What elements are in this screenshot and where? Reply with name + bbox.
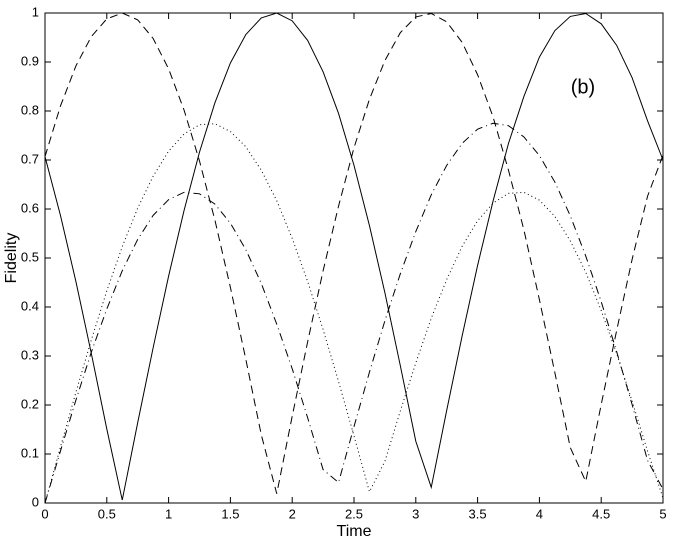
x-tick-label: 3.5 — [469, 506, 487, 521]
x-tick-label: 0.5 — [98, 506, 116, 521]
x-tick-label: 3 — [412, 506, 419, 521]
y-tick-label: 0.2 — [21, 396, 39, 411]
y-axis-label: Fidelity — [3, 233, 20, 284]
y-tick-label: 0.3 — [21, 347, 39, 362]
series-line — [44, 12, 664, 501]
x-tick-label: 1 — [165, 506, 172, 521]
y-tick-label: 0.1 — [21, 445, 39, 460]
x-axis-label: Time — [337, 523, 372, 540]
y-tick-label: 0.4 — [21, 298, 39, 313]
annotation: (b) — [571, 76, 595, 98]
y-tick-label: 0 — [32, 494, 39, 509]
x-tick-label: 1.5 — [221, 506, 239, 521]
x-tick-label: 4.5 — [592, 506, 610, 521]
x-tick-label: 0 — [41, 506, 48, 521]
series-line — [44, 12, 664, 494]
y-tick-label: 0.7 — [21, 151, 39, 166]
y-tick-label: 0.5 — [21, 249, 39, 264]
series-line — [44, 122, 664, 504]
y-tick-label: 0.9 — [21, 53, 39, 68]
x-tick-label: 4 — [536, 506, 543, 521]
series-line — [44, 123, 664, 504]
y-tick-label: 0.6 — [21, 200, 39, 215]
x-tick-label: 5 — [659, 506, 666, 521]
y-tick-label: 1 — [32, 4, 39, 19]
x-tick-label: 2.5 — [345, 506, 363, 521]
y-tick-label: 0.8 — [21, 102, 39, 117]
x-tick-label: 2 — [289, 506, 296, 521]
